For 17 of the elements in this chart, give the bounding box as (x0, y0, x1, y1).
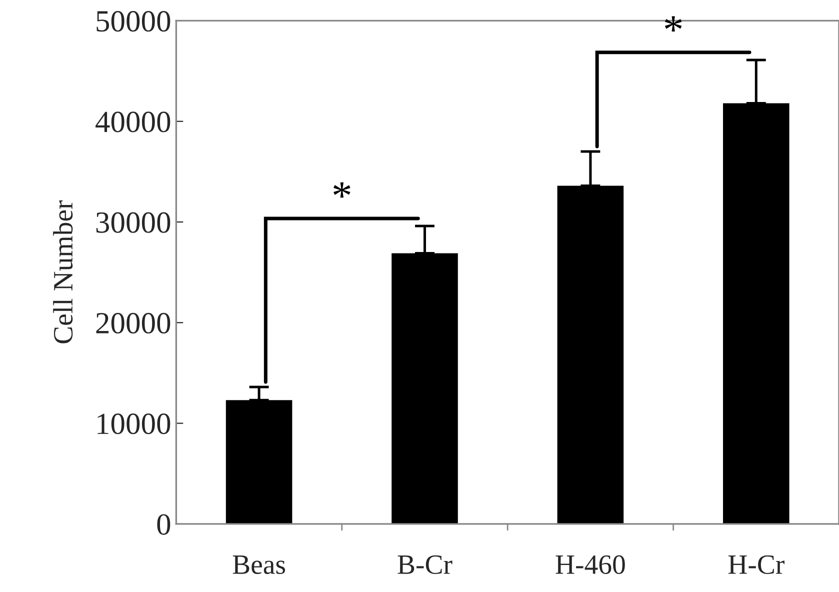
y-tick-label: 0 (157, 514, 170, 535)
y-tick-label: 10000 (98, 414, 170, 434)
y-axis-title: Cell Number (53, 200, 73, 344)
x-tick-label: Beas (232, 556, 286, 574)
y-tick-label: 30000 (96, 212, 170, 233)
annotation: * (664, 16, 682, 32)
y-tick-label: 40000 (96, 112, 170, 132)
y-tick-label: 20000 (96, 312, 170, 334)
x-tick-label: B-Cr (398, 555, 452, 574)
bar (226, 400, 292, 524)
x-tick-label: H-460 (556, 555, 625, 574)
bar (557, 186, 624, 524)
y-tick-label: 50000 (96, 11, 170, 32)
annotation: * (334, 182, 350, 198)
bar (392, 253, 458, 524)
bar (723, 103, 790, 524)
x-tick-label: H-Cr (728, 555, 784, 574)
